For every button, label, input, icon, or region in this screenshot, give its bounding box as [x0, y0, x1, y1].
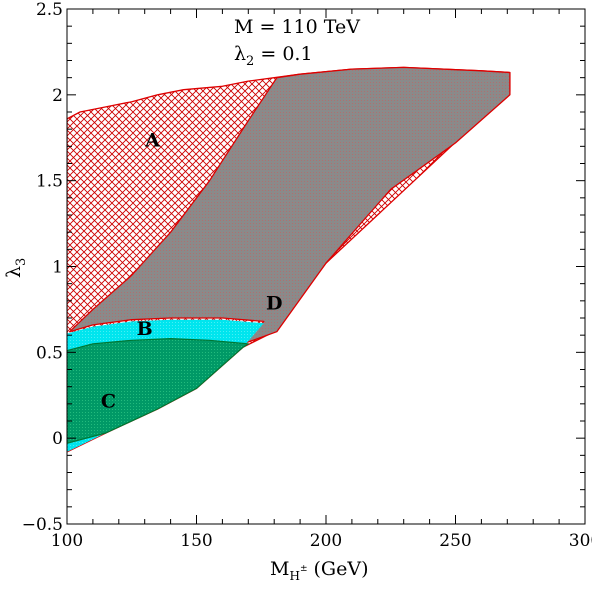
- region-labels: A B C D: [101, 129, 283, 412]
- y-tick-label: 2: [52, 86, 63, 106]
- y-axis-title-main: λ: [3, 266, 25, 278]
- x-axis-title-main: M: [270, 558, 289, 580]
- y-tick-label: 1: [52, 258, 63, 278]
- y-tick-label: −0.5: [22, 515, 63, 535]
- plot-frame: [66, 8, 586, 525]
- region-C: [67, 338, 249, 444]
- y-tick-label: 0: [52, 429, 63, 449]
- region-label-A: A: [144, 129, 160, 151]
- annotation-lambda2-subscript: 2: [246, 54, 254, 69]
- x-tick-label: 200: [310, 531, 342, 551]
- annotation-mass: M = 110 TeV: [234, 16, 360, 38]
- region-label-D: D: [266, 292, 282, 314]
- region-label-B: B: [137, 318, 153, 340]
- annotation-lambda2: λ2 = 0.1: [234, 43, 313, 69]
- x-axis-title-sup: ±: [300, 564, 308, 574]
- x-axis-title-unit: (GeV): [307, 558, 368, 580]
- y-tick-label: 0.5: [36, 343, 63, 363]
- regions-layer: [67, 66, 511, 453]
- ticks-layer: 100 150 200 250 300 −0.5 0 0.5 1 1.5 2 2.5: [22, 0, 592, 551]
- x-tick-label: 250: [439, 531, 471, 551]
- x-axis-title: MH± (GeV): [270, 558, 369, 583]
- x-tick-label: 100: [51, 531, 83, 551]
- x-axis-title-sub: H: [289, 569, 299, 583]
- region-D: [68, 66, 511, 345]
- annotation-lambda2-symbol: λ: [234, 43, 246, 65]
- y-tick-label: 2.5: [36, 0, 63, 20]
- x-tick-label: 300: [569, 531, 592, 551]
- y-tick-label: 1.5: [36, 172, 63, 192]
- x-tick-label: 150: [180, 531, 212, 551]
- region-label-C: C: [101, 390, 116, 412]
- annotation-lambda2-value: = 0.1: [254, 43, 312, 65]
- y-axis-title-sub: 3: [14, 258, 29, 266]
- y-axis-title: λ3: [3, 258, 29, 278]
